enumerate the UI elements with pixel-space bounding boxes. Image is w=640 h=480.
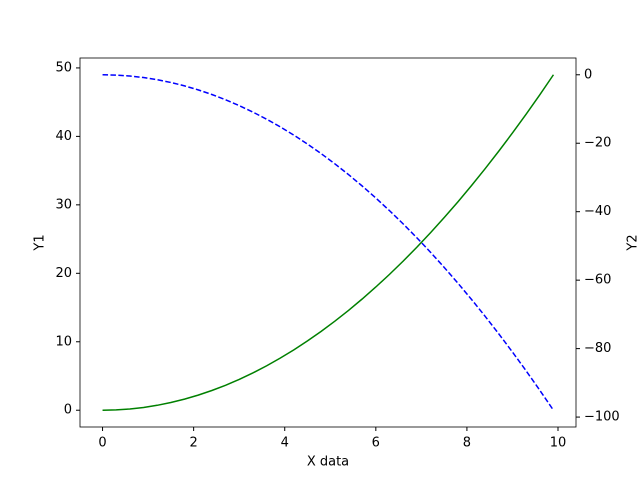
line-series	[102, 74, 555, 411]
y2-tick-label: −80	[584, 341, 611, 356]
y2-axis-label: Y2	[626, 234, 640, 251]
y2-tick-label: −40	[584, 204, 611, 219]
x-tick-label: 0	[98, 436, 106, 451]
y-tick-label: 10	[55, 334, 72, 349]
plot-frame	[79, 57, 577, 428]
y2-tick-label: −60	[584, 273, 611, 288]
y-tick-label: 30	[55, 197, 72, 212]
x-tick-label: 4	[281, 436, 289, 451]
x-tick-label: 8	[463, 436, 471, 451]
y-axis-label: Y1	[33, 234, 48, 251]
y-tick-label: 50	[55, 60, 72, 75]
y-tick-label: 40	[55, 129, 72, 144]
y2-tick-label: 0	[584, 67, 592, 82]
line-series	[102, 74, 555, 411]
y-tick-label: 20	[55, 266, 72, 281]
y2-tick-label: −100	[584, 410, 620, 425]
y-tick-label: 0	[64, 403, 72, 418]
x-axis-label: X data	[307, 455, 349, 470]
x-tick-label: 10	[550, 436, 567, 451]
x-tick-label: 6	[372, 436, 380, 451]
x-tick-label: 2	[189, 436, 197, 451]
y2-tick-label: −20	[584, 136, 611, 151]
